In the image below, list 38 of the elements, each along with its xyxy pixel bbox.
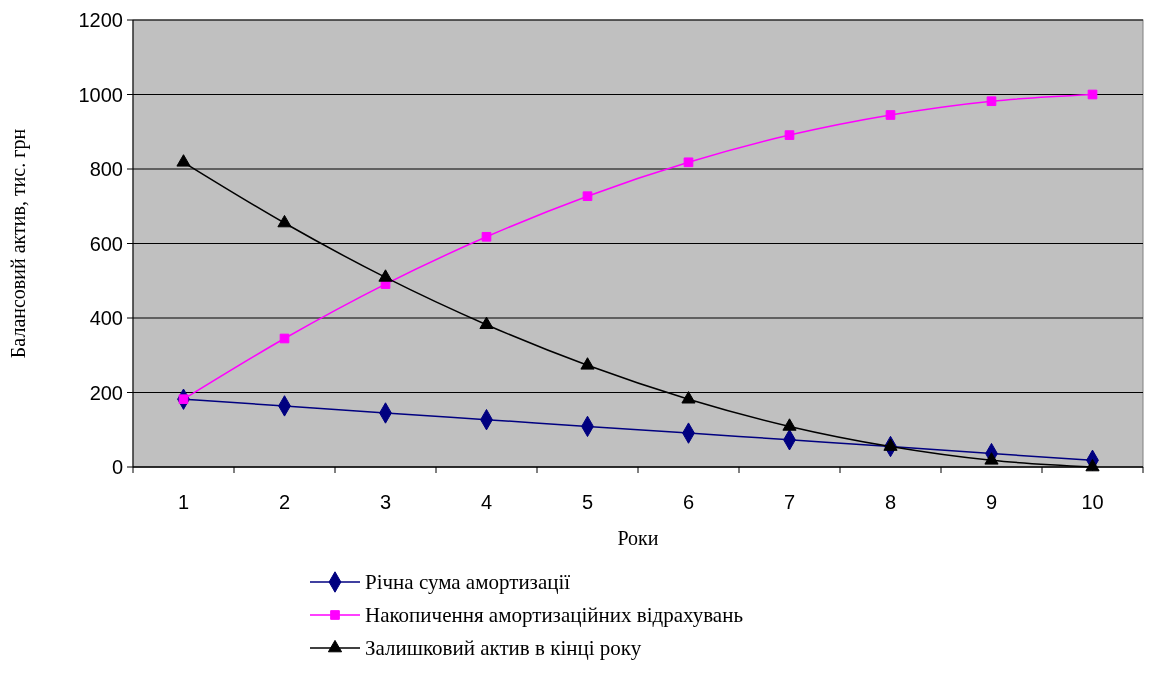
y-tick-label: 400 (89, 307, 123, 329)
x-tick-label: 4 (480, 491, 493, 513)
y-tick-label: 1200 (78, 9, 123, 31)
point (883, 438, 898, 451)
point (277, 214, 292, 228)
legend-label: Залишковий актив в кінці року (365, 636, 642, 661)
x-tick-label: 5 (581, 491, 594, 513)
x-tick-label: 2 (278, 491, 291, 513)
y-tick-label: 1000 (78, 83, 123, 106)
x-tick-label: 7 (783, 491, 796, 513)
point (582, 191, 593, 202)
x-tick-label: 8 (884, 491, 897, 513)
point (885, 110, 896, 120)
point (176, 154, 191, 167)
point (984, 452, 999, 465)
y-tick-label: 600 (89, 232, 123, 255)
point (784, 130, 795, 140)
x-tick-label: 3 (379, 491, 392, 513)
point (479, 316, 494, 329)
x-tick-label: 9 (985, 491, 998, 513)
y-tick-label: 200 (89, 381, 123, 404)
x-tick-label: 10 (1081, 491, 1104, 513)
point (986, 96, 997, 107)
x-axis-title: Роки (617, 527, 659, 549)
point (782, 418, 797, 431)
point (378, 269, 393, 282)
point (683, 157, 694, 168)
legend-label: Річна сума амортизації (365, 570, 571, 595)
point (681, 391, 696, 404)
legend-label: Накопичення амортизаційних відрахувань (365, 603, 743, 628)
y-tick-label: 800 (89, 158, 123, 180)
y-axis-title: Балансовий актив, тис. грн (7, 128, 30, 359)
x-tick-label: 1 (177, 491, 190, 513)
point (1085, 458, 1100, 472)
point (481, 231, 492, 242)
y-tick-label: 0 (111, 456, 123, 478)
x-tick-label: 6 (682, 491, 695, 513)
point (580, 357, 595, 370)
